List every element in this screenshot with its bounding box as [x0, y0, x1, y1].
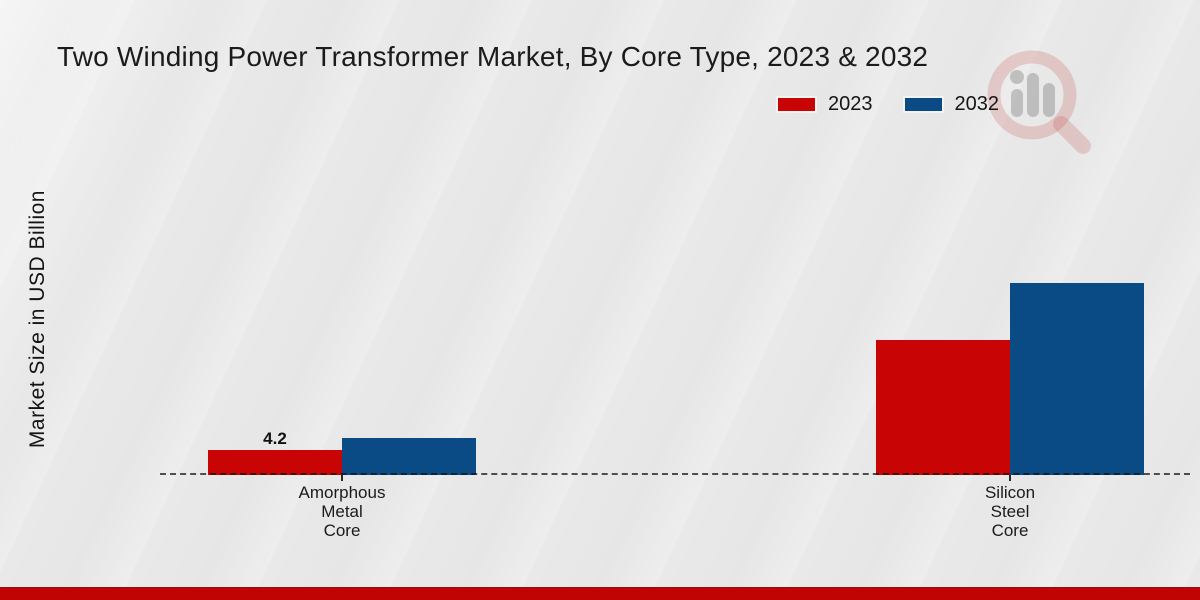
- bar-2023-silicon-steel-core: [876, 340, 1010, 475]
- bar-2032-amorphous-metal-core: [342, 438, 476, 475]
- bar-value-label: 4.2: [263, 429, 287, 448]
- x-tick-amorphous: [341, 475, 343, 481]
- bar-2032-silicon-steel-core: [1010, 283, 1144, 475]
- legend-label-2032: 2032: [954, 93, 1000, 115]
- legend-item-2023: 2023: [778, 93, 873, 116]
- legend-swatch-2023: [778, 98, 815, 111]
- legend-item-2032: 2032: [904, 93, 1000, 116]
- chart-title: Two Winding Power Transformer Market, By…: [57, 41, 929, 72]
- baseline-dashed-line: [160, 473, 1190, 475]
- category-label-silicon-steel-core: Silicon Steel Core: [984, 483, 1036, 540]
- legend-swatch-2032: [904, 98, 942, 111]
- legend: 2023 2032: [778, 93, 999, 116]
- footer-band: [0, 587, 1200, 600]
- bar-2023-amorphous-metal-core: [208, 450, 342, 475]
- magnifier-bar-chart-watermark-icon: [987, 50, 1091, 154]
- y-axis-label: Market Size in USD Billion: [26, 190, 49, 449]
- legend-label-2023: 2023: [828, 93, 873, 115]
- category-label-amorphous-metal-core: Amorphous Metal Core: [298, 483, 386, 540]
- x-tick-silicon: [1009, 475, 1011, 481]
